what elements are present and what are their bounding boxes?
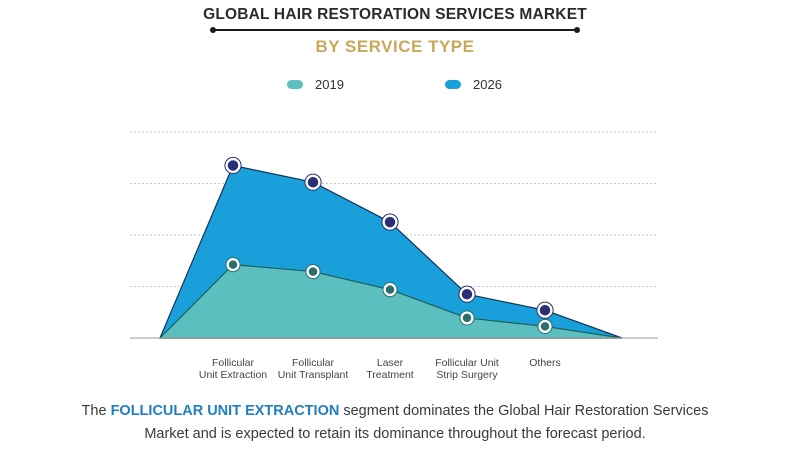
data-point-ring-2019 [305,263,321,280]
caption-highlight: FOLLICULAR UNIT EXTRACTION [110,403,340,419]
data-point-2026 [537,302,553,318]
caption-lead: The [81,403,111,419]
title-divider-left-dot [210,27,216,33]
data-point-2026 [305,174,321,190]
legend-label-2019: 2019 [315,77,344,92]
data-point-2019 [226,257,240,272]
data-point-ring-2019 [537,318,553,335]
data-point-2026 [382,214,398,230]
data-point-2026 [225,157,241,174]
area-series-2019 [158,263,623,339]
legend-item-2019: 2019 [287,77,344,92]
data-point-2019 [538,319,552,334]
data-point-ring-2026 [304,173,322,191]
data-point-2019 [306,264,320,279]
x-tick-label: Others [529,357,561,369]
data-point-2026 [459,286,475,302]
legend-swatch-2019 [287,80,303,89]
chart-caption: The FOLLICULAR UNIT EXTRACTION segment d… [60,400,730,446]
data-point-ring-2019 [382,281,398,298]
legend-swatch-2026 [445,80,461,89]
title-divider [213,29,577,31]
data-point-ring-2019 [225,257,241,273]
data-point-ring-2026 [224,156,242,175]
data-point-ring-2026 [536,301,554,319]
chart-legend: 2019 2026 [0,77,790,93]
chart-subtitle: BY SERVICE TYPE [315,37,475,56]
x-tick-label: Follicular Unit Strip Surgery [435,357,499,381]
title-divider-right-dot [574,27,580,33]
data-point-2019 [383,282,397,297]
data-point-ring-2019 [459,310,475,326]
x-tick-label: Follicular Unit Transplant [278,357,349,381]
x-tick-label: Follicular Unit Extraction [199,357,267,381]
legend-item-2026: 2026 [445,77,502,92]
data-point-ring-2026 [458,285,476,303]
x-tick-label: Laser Treatment [366,357,414,381]
chart-title: GLOBAL HAIR RESTORATION SERVICES MARKET [203,6,587,23]
data-point-2019 [460,311,474,325]
legend-label-2026: 2026 [473,77,502,92]
caption-text: segment dominates the Global Hair Restor… [144,403,709,442]
data-point-ring-2026 [381,213,399,231]
area-chart: Follicular Unit Extraction Follicular Unit … [130,131,658,381]
